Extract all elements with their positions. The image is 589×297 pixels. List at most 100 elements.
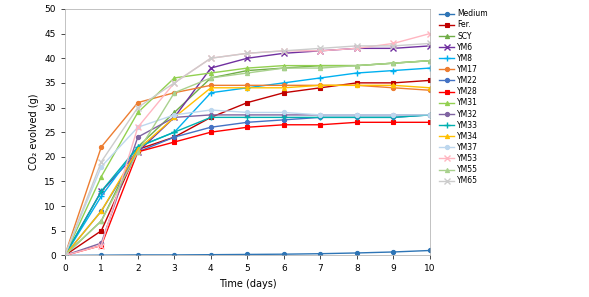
YM65: [353, 44, 360, 48]
YM55: [207, 76, 214, 80]
YM37: [98, 165, 105, 168]
YM22: [171, 135, 178, 139]
YM22: [134, 150, 141, 154]
YM17: [134, 101, 141, 104]
YM53: [317, 49, 324, 53]
YM34: [426, 86, 434, 90]
SCY: [390, 61, 397, 65]
YM53: [244, 51, 251, 55]
YM28: [426, 121, 434, 124]
YM33: [98, 189, 105, 193]
SCY: [317, 64, 324, 67]
YM8: [98, 195, 105, 198]
YM8: [353, 71, 360, 75]
YM34: [207, 86, 214, 90]
SCY: [207, 76, 214, 80]
YM34: [244, 86, 251, 90]
YM17: [426, 89, 434, 92]
YM17: [390, 86, 397, 90]
YM22: [390, 116, 397, 119]
YM53: [61, 254, 68, 257]
YM53: [171, 81, 178, 85]
YM37: [171, 113, 178, 117]
Fer.: [426, 79, 434, 82]
Fer.: [171, 135, 178, 139]
YM31: [390, 61, 397, 65]
YM17: [353, 83, 360, 87]
YM37: [134, 125, 141, 129]
YM34: [61, 254, 68, 257]
YM22: [98, 209, 105, 213]
Line: YM65: YM65: [62, 41, 433, 258]
YM28: [98, 244, 105, 247]
YM37: [353, 113, 360, 117]
YM65: [98, 160, 105, 164]
YM53: [353, 47, 360, 50]
YM32: [134, 135, 141, 139]
YM33: [426, 113, 434, 117]
YM32: [390, 113, 397, 117]
Medium: [390, 250, 397, 254]
Line: Fer.: Fer.: [62, 78, 432, 257]
YM55: [61, 254, 68, 257]
Medium: [98, 253, 105, 257]
YM22: [317, 116, 324, 119]
YM6: [280, 51, 287, 55]
SCY: [280, 66, 287, 70]
SCY: [426, 59, 434, 62]
Fer.: [280, 91, 287, 94]
YM34: [390, 83, 397, 87]
Line: YM31: YM31: [62, 59, 432, 257]
YM31: [98, 175, 105, 178]
YM32: [353, 113, 360, 117]
YM34: [171, 116, 178, 119]
Medium: [426, 249, 434, 252]
YM28: [390, 121, 397, 124]
YM33: [353, 116, 360, 119]
YM8: [61, 254, 68, 257]
YM32: [61, 254, 68, 257]
YM8: [207, 91, 214, 94]
YM32: [244, 113, 251, 117]
YM37: [280, 111, 287, 114]
YM31: [280, 64, 287, 67]
YM8: [280, 81, 287, 85]
Line: SCY: SCY: [62, 59, 432, 257]
YM55: [134, 150, 141, 154]
Line: YM33: YM33: [62, 112, 433, 258]
YM31: [317, 64, 324, 67]
Medium: [244, 253, 251, 256]
SCY: [61, 254, 68, 257]
Line: YM34: YM34: [62, 83, 432, 257]
YM53: [280, 49, 287, 53]
YM55: [98, 219, 105, 223]
YM28: [280, 123, 287, 127]
YM6: [317, 49, 324, 53]
Fer.: [207, 116, 214, 119]
YM53: [390, 42, 397, 45]
YM28: [171, 140, 178, 144]
Fer.: [134, 148, 141, 151]
Fer.: [353, 81, 360, 85]
YM37: [207, 108, 214, 112]
YM34: [353, 83, 360, 87]
Line: YM28: YM28: [62, 120, 432, 257]
YM53: [98, 244, 105, 247]
YM33: [207, 116, 214, 119]
YM55: [171, 91, 178, 94]
YM17: [207, 83, 214, 87]
YM37: [317, 113, 324, 117]
SCY: [98, 219, 105, 223]
Line: YM55: YM55: [62, 59, 432, 257]
Y-axis label: CO₂ evolved (g): CO₂ evolved (g): [29, 94, 39, 170]
YM32: [98, 241, 105, 245]
Medium: [317, 252, 324, 255]
YM34: [134, 148, 141, 151]
YM65: [244, 51, 251, 55]
YM65: [426, 42, 434, 45]
YM6: [98, 189, 105, 193]
YM53: [426, 32, 434, 35]
YM32: [426, 113, 434, 117]
YM55: [390, 61, 397, 65]
YM65: [280, 49, 287, 53]
